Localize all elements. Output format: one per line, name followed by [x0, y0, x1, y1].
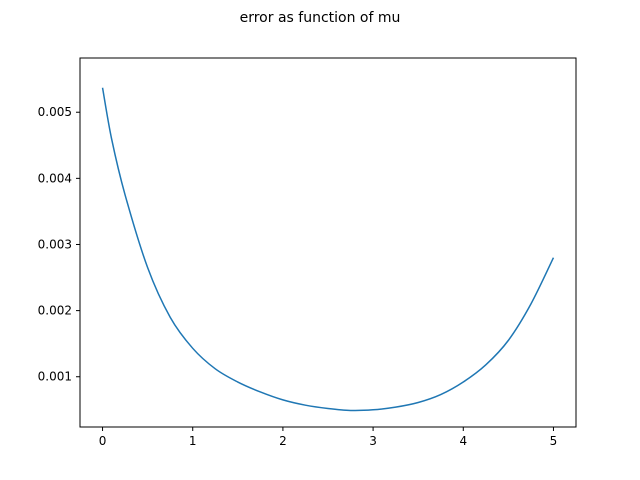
x-tick-label: 1: [189, 434, 197, 448]
y-tick-label: 0.005: [38, 105, 72, 119]
series-line: [101, 87, 555, 412]
y-tick-label: 0.001: [38, 370, 72, 384]
x-tick-label: 4: [459, 434, 467, 448]
x-tick-label: 3: [369, 434, 377, 448]
x-tick-label: 2: [279, 434, 287, 448]
chart-title: error as function of mu: [240, 10, 401, 26]
plot-area: 0 1 2 3 4 5 0.001 0.002 0.003 0.004 0.005: [38, 87, 558, 448]
y-tick-label: 0.002: [38, 304, 72, 318]
x-tick-label: 5: [550, 434, 558, 448]
axes-frame: [79, 57, 577, 428]
x-tick-label: 0: [99, 434, 107, 448]
y-tick-label: 0.004: [38, 171, 72, 185]
y-tick-label: 0.003: [38, 237, 72, 251]
